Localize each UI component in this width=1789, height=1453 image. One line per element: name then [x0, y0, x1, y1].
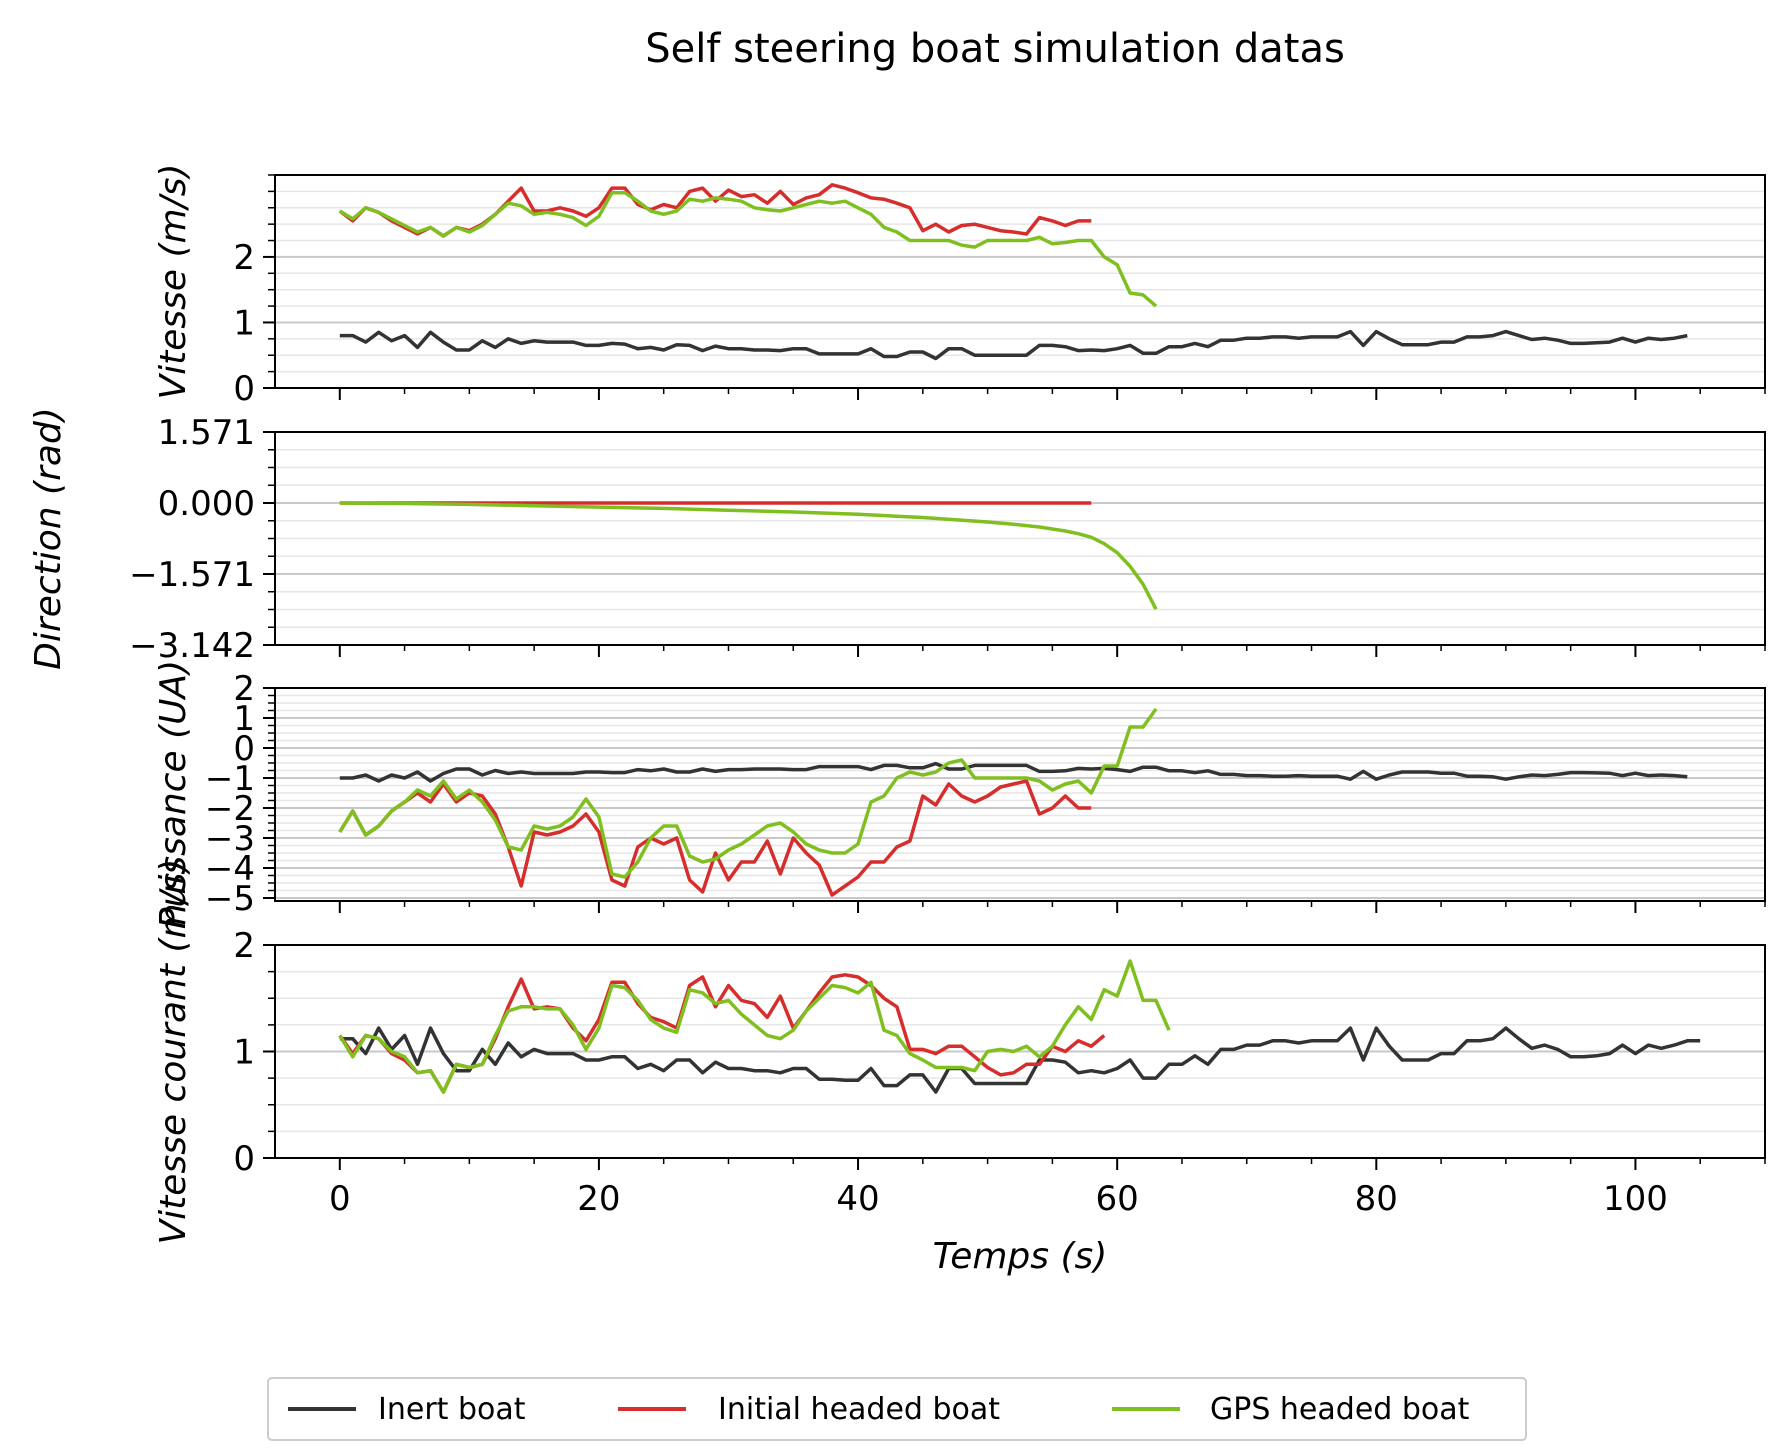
legend-label-inert: Inert boat [378, 1392, 526, 1427]
y-tick-label: 0 [233, 369, 255, 409]
y-tick-label: −1.571 [129, 555, 255, 595]
y-tick-label: 2 [233, 238, 255, 278]
legend: Inert boat Initial headed boat GPS heade… [267, 1377, 1527, 1441]
y-tick-label: 2 [233, 669, 255, 709]
y-tick-label: 2 [233, 926, 255, 966]
x-tick-label: 0 [329, 1179, 351, 1219]
x-tick-label: 60 [1096, 1179, 1139, 1219]
panel-frame [274, 174, 1766, 389]
y-axis-label: Vitesse (m/s) [153, 163, 194, 399]
y-tick-label: −1 [205, 759, 255, 799]
series-line-gps-headed-boat [338, 707, 1158, 879]
legend-box [267, 1377, 1527, 1441]
y-tick-label: −3 [205, 819, 255, 859]
series-line-gps-headed-boat [338, 959, 1171, 1094]
panel-frame [274, 944, 1766, 1159]
y-tick-label: 0.000 [158, 484, 255, 524]
y-axis-label: Vitesse courant (m/s) [153, 859, 194, 1245]
x-tick-label: 40 [836, 1179, 879, 1219]
y-axis-label: Direction (rad) [28, 407, 69, 670]
x-axis-label: Temps (s) [933, 1236, 1108, 1277]
series-line-initial-headed-boat [338, 973, 1106, 1094]
panel-1: 0 1 2 Vitesse (m/s) [153, 163, 1766, 409]
x-tick-label: 100 [1603, 1179, 1668, 1219]
legend-label-gps: GPS headed boat [1210, 1392, 1470, 1427]
series-line-inert-boat [339, 329, 1688, 361]
y-tick-label: 0 [233, 729, 255, 769]
y-tick-label: 0 [233, 1139, 255, 1179]
series-line-inert-boat [339, 1026, 1701, 1094]
x-tick-label: 80 [1355, 1179, 1398, 1219]
y-tick-label: 1 [233, 699, 255, 739]
panel-4: 0 1 2 Vitesse courant (m/s) 0 20 40 60 80 100 Temp… [153, 859, 1766, 1277]
panel-frame [274, 431, 1766, 646]
x-tick-label: 20 [577, 1179, 620, 1219]
chart-title: Self steering boat simulation datas [645, 26, 1345, 72]
y-tick-label: −5 [205, 879, 255, 919]
panel-3: 210−1−2−3−4−5 Puissance (UA) [153, 660, 1766, 929]
series-line-gps-headed-boat [338, 190, 1158, 308]
y-tick-label: −3.142 [129, 626, 255, 666]
legend-label-initial: Initial headed boat [718, 1392, 1000, 1427]
panel-2: 1.571 0.000 −1.571 −3.142 Direction (rad) [28, 407, 1766, 670]
y-axis-label: Puissance (UA) [153, 660, 194, 929]
y-tick-label: −2 [205, 789, 255, 829]
y-tick-label: −4 [205, 849, 255, 889]
y-tick-label: 1 [233, 303, 255, 343]
series-line-initial-headed-boat [338, 779, 1092, 897]
y-tick-label: 1 [233, 1033, 255, 1073]
panel-frame [274, 687, 1766, 902]
series-line-gps-headed-boat [339, 501, 1158, 611]
series-line-inert-boat [339, 761, 1688, 783]
y-tick-label: 1.571 [158, 413, 255, 453]
